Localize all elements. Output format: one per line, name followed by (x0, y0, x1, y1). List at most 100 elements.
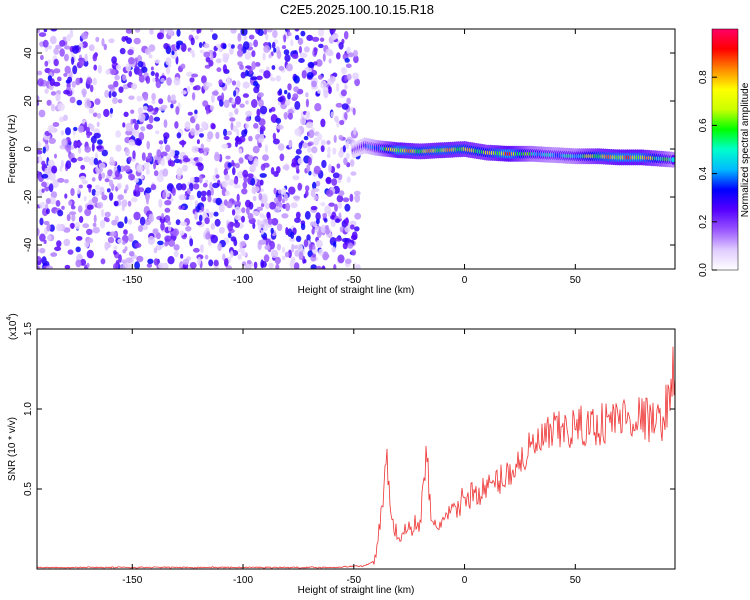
heatmap-noise-cell (313, 61, 318, 66)
heatmap-noise-cell (107, 84, 115, 90)
heatmap-noise-cell (137, 69, 143, 77)
heatmap-noise-cell (53, 68, 61, 74)
heatmap-noise-cell (125, 257, 133, 264)
heatmap-noise-cell (326, 153, 331, 158)
heatmap-noise-cell (164, 200, 172, 206)
heatmap-noise-cell (123, 111, 129, 118)
heatmap-noise-cell (147, 152, 153, 157)
heatmap-noise-cell (338, 42, 344, 50)
heatmap-noise-cell (113, 80, 119, 88)
heatmap-noise-cell (96, 112, 102, 119)
heatmap-noise-cell (343, 157, 348, 166)
heatmap-noise-cell (145, 187, 152, 194)
heatmap-noise-cell (63, 179, 69, 184)
heatmap-noise-cell (226, 130, 233, 136)
heatmap-noise-cell (130, 109, 135, 114)
heatmap-noise-cell (189, 238, 194, 247)
heatmap-noise-cell (42, 146, 46, 154)
heatmap-noise-cell (52, 179, 59, 189)
heatmap-noise-cell (160, 151, 168, 157)
heatmap-noise-cell (283, 193, 289, 202)
heatmap-noise-cell (197, 257, 202, 266)
heatmap-noise-cell (230, 29, 237, 34)
heatmap-noise-cell (222, 53, 230, 58)
heatmap-noise-cell (235, 162, 240, 169)
heatmap-noise-cell (131, 83, 138, 90)
heatmap-noise-cell (275, 263, 280, 269)
heatmap-noise-cell (354, 78, 360, 87)
heatmap-noise-cell (200, 190, 207, 197)
heatmap-noise-cell (240, 71, 246, 79)
heatmap-noise-cell (59, 40, 66, 47)
heatmap-noise-cell (268, 53, 272, 59)
heatmap-noise-cell (140, 174, 144, 180)
heatmap-noise-cell (78, 125, 84, 133)
heatmap-noise-cell (252, 145, 260, 154)
heatmap-noise-cell (166, 191, 170, 198)
heatmap-noise-cell (90, 124, 95, 132)
heatmap-noise-cell (315, 239, 323, 248)
heatmap-noise-cell (132, 118, 137, 124)
heatmap-noise-cell (272, 29, 278, 39)
heatmap-noise-cell (284, 89, 288, 95)
heatmap-noise-cell (297, 157, 304, 165)
heatmap-noise-cell (160, 222, 165, 231)
heatmap-noise-cell (293, 175, 299, 180)
heatmap-noise-cell (340, 89, 347, 97)
heatmap-noise-cell (92, 112, 98, 118)
snr-panel: -150 -100 -50 0 50 0.5 1.0 1.5 Height of strai… (6, 313, 676, 596)
heatmap-noise-cell (97, 204, 101, 209)
heatmap-noise-cell (86, 184, 93, 189)
heatmap-noise-cell (326, 189, 334, 197)
heatmap-noise-cell (128, 233, 134, 243)
heatmap-noise-cell (91, 177, 96, 182)
heatmap-noise-cell (156, 245, 160, 251)
heatmap-noise-cell (231, 209, 236, 216)
heatmap-noise-cell (354, 193, 361, 203)
heatmap-noise-cell (167, 29, 174, 36)
heatmap-noise-cell (150, 71, 155, 76)
heatmap-noise-cell (282, 246, 285, 253)
heatmap-noise-cell (248, 154, 254, 161)
heatmap-noise-cell (301, 70, 307, 79)
heatmap-noise-cell (252, 222, 256, 229)
heatmap-noise-cell (79, 175, 87, 181)
heatmap-noise-cell (350, 159, 355, 168)
heatmap-noise-cell (155, 72, 159, 78)
heatmap-noise-cell (173, 158, 181, 164)
heatmap-noise-cell (173, 76, 181, 86)
heatmap-noise-cell (189, 77, 195, 83)
heatmap-noise-cell (282, 164, 290, 171)
heatmap-noise-cell (142, 105, 148, 111)
heatmap-noise-cell (51, 165, 58, 174)
heatmap-noise-cell (153, 170, 159, 177)
heatmap-noise-cell (290, 202, 298, 209)
heatmap-noise-cell (154, 59, 161, 64)
snr-scale-exponent: 4 (6, 317, 13, 321)
heatmap-noise-cell (260, 163, 266, 171)
heatmap-noise-cell (199, 49, 205, 54)
heatmap-noise-cell (109, 231, 117, 237)
heatmap-noise-cell (210, 52, 214, 62)
heatmap-noise-cell (271, 41, 276, 49)
heatmap-noise-cell (338, 190, 345, 197)
heatmap-noise-cell (95, 184, 101, 191)
heatmap-noise-cell (289, 237, 296, 242)
heatmap-noise-cell (110, 68, 117, 76)
heatmap-noise-cell (148, 54, 153, 59)
heatmap-noise-cell (137, 60, 144, 68)
y-tick-label: 40 (23, 47, 34, 59)
heatmap-noise-cell (202, 100, 209, 107)
heatmap-noise-cell (231, 98, 235, 105)
heatmap-noise-cell (164, 241, 168, 247)
heatmap-noise-cell (305, 121, 314, 129)
heatmap-noise-cell (133, 190, 141, 197)
heatmap-noise-cell (277, 143, 285, 151)
heatmap-noise-cell (288, 186, 296, 195)
snr-series-line (37, 346, 675, 569)
heatmap-noise-cell (298, 251, 304, 261)
heatmap-noise-cell (171, 187, 176, 197)
heatmap-noise-cell (117, 221, 124, 229)
heatmap-noise-cell (152, 228, 159, 234)
heatmap-noise-cell (276, 50, 282, 60)
